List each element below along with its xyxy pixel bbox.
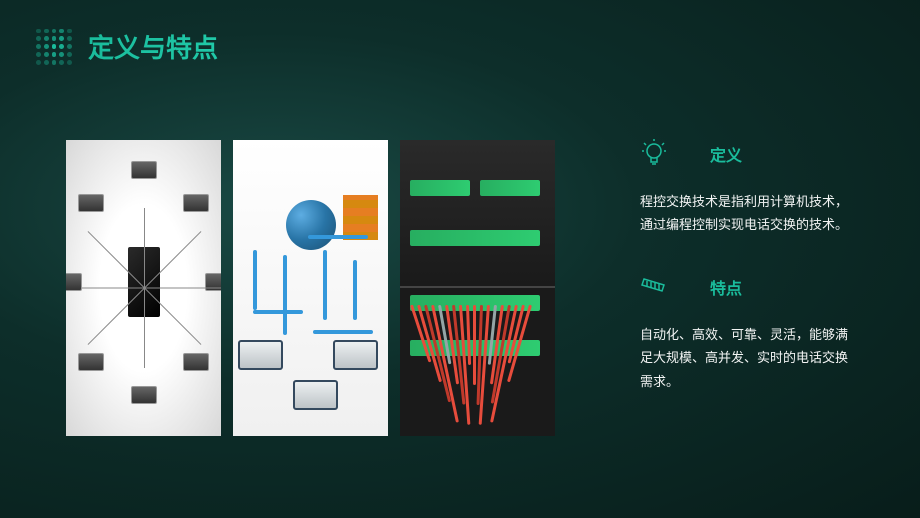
slide-title: 定义与特点 (88, 28, 218, 65)
image-network-globe (233, 140, 388, 436)
slide-header: 定义与特点 (36, 28, 218, 65)
section-features: 特点 自动化、高效、可靠、灵活，能够满足大规模、高并发、实时的电话交换需求。 (640, 273, 850, 393)
image-row (66, 140, 555, 436)
section-definition: 定义 程控交换技术是指利用计算机技术，通过编程控制实现电话交换的技术。 (640, 140, 850, 237)
section-text-definition: 程控交换技术是指利用计算机技术，通过编程控制实现电话交换的技术。 (640, 190, 850, 237)
image-network-hub (66, 140, 221, 436)
ticket-icon (640, 273, 668, 301)
text-panel: 定义 程控交换技术是指利用计算机技术，通过编程控制实现电话交换的技术。 特点 自… (640, 140, 850, 429)
lightbulb-icon (640, 140, 668, 168)
dots-logo-icon (36, 29, 72, 65)
section-title-definition: 定义 (710, 142, 742, 166)
section-title-features: 特点 (710, 275, 742, 299)
image-server-rack (400, 140, 555, 436)
section-text-features: 自动化、高效、可靠、灵活，能够满足大规模、高并发、实时的电话交换需求。 (640, 323, 850, 393)
